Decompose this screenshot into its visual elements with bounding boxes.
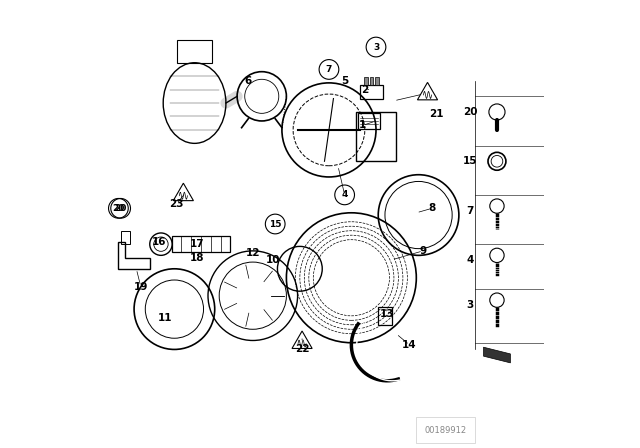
FancyBboxPatch shape bbox=[375, 77, 379, 85]
FancyBboxPatch shape bbox=[364, 77, 368, 85]
Text: 20: 20 bbox=[115, 204, 127, 213]
Text: 5: 5 bbox=[341, 76, 348, 86]
Polygon shape bbox=[484, 347, 511, 363]
Text: 3: 3 bbox=[467, 300, 474, 310]
Text: 9: 9 bbox=[419, 246, 427, 256]
Text: 15: 15 bbox=[269, 220, 282, 228]
Text: 19: 19 bbox=[134, 282, 148, 292]
Text: 00189912: 00189912 bbox=[424, 426, 467, 435]
Text: 14: 14 bbox=[403, 340, 417, 350]
Text: 20: 20 bbox=[463, 107, 477, 117]
Text: 1: 1 bbox=[359, 121, 366, 130]
FancyBboxPatch shape bbox=[370, 77, 373, 85]
Text: 23: 23 bbox=[170, 199, 184, 209]
Text: 13: 13 bbox=[380, 309, 394, 319]
Text: 15: 15 bbox=[463, 156, 477, 166]
Text: 12: 12 bbox=[246, 248, 260, 258]
Text: 17: 17 bbox=[189, 239, 204, 249]
Text: 2: 2 bbox=[361, 85, 369, 95]
Text: 21: 21 bbox=[429, 109, 444, 119]
Text: 4: 4 bbox=[342, 190, 348, 199]
Text: 3: 3 bbox=[373, 43, 379, 52]
Text: 4: 4 bbox=[467, 255, 474, 265]
Text: 7: 7 bbox=[326, 65, 332, 74]
Text: 8: 8 bbox=[428, 203, 436, 213]
Text: 10: 10 bbox=[266, 255, 280, 265]
Text: 20: 20 bbox=[112, 204, 125, 213]
Text: 18: 18 bbox=[189, 253, 204, 263]
Text: 22: 22 bbox=[295, 345, 309, 354]
Text: 7: 7 bbox=[467, 206, 474, 215]
Text: 11: 11 bbox=[158, 313, 173, 323]
Text: 6: 6 bbox=[244, 76, 252, 86]
Text: 16: 16 bbox=[152, 237, 166, 247]
